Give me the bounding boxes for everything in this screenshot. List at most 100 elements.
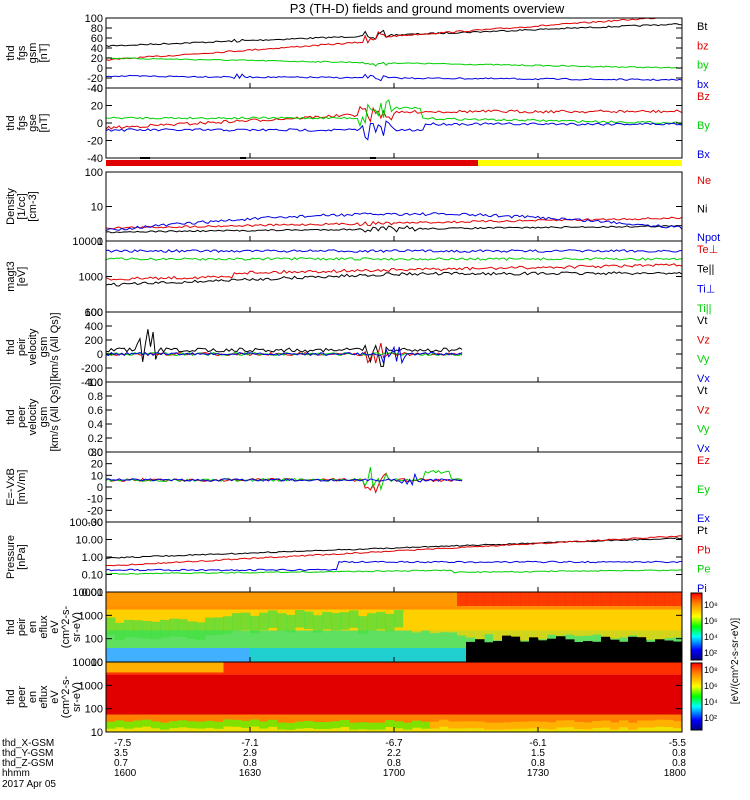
- heat-cell: [511, 619, 521, 638]
- y-tick-label: 0.10: [82, 570, 103, 582]
- y-label-line: [eV]: [16, 267, 28, 287]
- legend-Pb: Pb: [697, 544, 710, 556]
- colorbar-tick: 10⁶: [704, 616, 718, 626]
- heat-cell: [430, 648, 440, 662]
- y-tick-label: 100.00: [69, 517, 103, 529]
- heat-cell: [115, 648, 125, 662]
- xaxis-value: -6.7: [385, 738, 403, 749]
- legend-Ne: Ne: [697, 175, 711, 187]
- panel-frame: [105, 451, 683, 523]
- xaxis-row-name: thd_Z-GSM: [2, 758, 54, 769]
- heat-cell: [511, 721, 521, 729]
- heat-cell: [178, 592, 188, 606]
- panel-density: 100 10 1 Density [1/cc] [cm-3] Ne Ni Npot: [5, 167, 720, 248]
- heat-cell: [358, 592, 368, 606]
- y-tick-label: 40: [91, 83, 103, 95]
- y-tick-label: 0.6: [88, 405, 103, 417]
- heat-cell: [268, 610, 278, 628]
- colorbar-label: [eV/(cm^2-s-sr-eV)]: [730, 618, 741, 705]
- y-label-line: fgs: [16, 45, 28, 60]
- heat-cell: [448, 721, 458, 729]
- heat-cell: [358, 616, 368, 634]
- legend-bx: bx: [697, 79, 709, 91]
- y-label-line: eV: [49, 690, 61, 704]
- trace-Ex: [106, 472, 463, 487]
- xaxis-value: 1600: [114, 768, 137, 779]
- heat-cell: [277, 648, 287, 662]
- xaxis-value: 0.8: [243, 758, 257, 769]
- xaxis-value: -5.5: [669, 738, 687, 749]
- y-tick-label: 0.8: [88, 391, 103, 403]
- trace-Npot: [106, 212, 682, 232]
- y-axis-label: thd peer en eflux eV (cm^2-s-sr-eV): [5, 675, 83, 718]
- heat-cell: [610, 621, 620, 639]
- heat-cell: [142, 648, 152, 662]
- heat-cell: [592, 721, 602, 729]
- heat-cell: [367, 613, 377, 631]
- colorbar-peir: [690, 592, 703, 661]
- panel-frame: [105, 381, 683, 453]
- legend-Npot: Npot: [697, 232, 720, 244]
- y-tick-label: 1: [97, 236, 103, 248]
- heat-cell: [160, 648, 170, 662]
- heat-cell: [133, 662, 143, 673]
- heat-cell: [457, 617, 467, 636]
- heat-cell: [439, 719, 449, 727]
- heat-cell: [214, 617, 224, 635]
- legend-Vy: Vy: [697, 354, 710, 366]
- heat-cell: [340, 719, 350, 727]
- y-tick-label: -400: [81, 377, 103, 389]
- heat-cell: [160, 592, 170, 606]
- mode-bar-slow: [478, 160, 682, 166]
- heatmap-peir-eflux: [106, 592, 682, 662]
- xaxis-value: 2.9: [243, 748, 257, 759]
- heat-cell: [169, 618, 179, 637]
- heat-cell: [511, 592, 521, 606]
- heat-cell: [124, 592, 134, 606]
- heat-cell: [637, 720, 647, 728]
- heat-cell: [322, 592, 332, 606]
- trace-Vx: [106, 345, 463, 366]
- heat-cell: [502, 622, 512, 640]
- heat-cell: [673, 641, 682, 662]
- y-axis-label: thd fgs gse [nT]: [5, 114, 50, 133]
- y-label-line: magt3: [5, 261, 17, 292]
- heat-cell: [403, 722, 413, 730]
- y-label-line: en: [27, 621, 39, 633]
- heat-cell: [241, 612, 251, 631]
- y-label-line: [km/s (All Qs)]: [49, 312, 61, 381]
- heat-cell: [142, 719, 152, 727]
- y-axis-label: Density [1/cc] [cm-3]: [5, 188, 39, 225]
- y-tick-label: 10: [91, 470, 103, 482]
- heat-cell: [169, 648, 179, 662]
- heat-cell: [646, 720, 656, 728]
- heat-cell: [304, 721, 314, 729]
- heat-cell: [349, 648, 359, 662]
- xaxis-value: 0.7: [114, 758, 128, 769]
- y-tick-label: 60: [91, 33, 103, 45]
- heat-cell: [610, 722, 620, 730]
- trace-Pi: [106, 560, 682, 572]
- y-label-line: gsm: [38, 407, 50, 428]
- colorbar-tick: 10²: [704, 648, 717, 658]
- legend-Vz: Vz: [697, 404, 710, 416]
- heat-cell: [322, 611, 332, 630]
- legend-Ni: Ni: [697, 204, 707, 216]
- heat-cell: [124, 619, 134, 638]
- heat-cell: [259, 648, 269, 662]
- heat-cell: [196, 648, 206, 662]
- y-tick-label: 0.0: [88, 447, 103, 459]
- heat-cell: [295, 648, 305, 662]
- heat-cell: [421, 610, 431, 628]
- y-tick-label: 100: [85, 704, 103, 716]
- heat-cell: [250, 719, 260, 727]
- y-tick-label: 0.4: [88, 419, 103, 431]
- heat-cell: [115, 662, 125, 673]
- heat-cell: [385, 720, 395, 728]
- y-tick-label: 10: [91, 727, 103, 739]
- heat-cell: [520, 623, 530, 641]
- trace-bz: [106, 18, 668, 62]
- legend-Ey: Ey: [697, 484, 710, 496]
- y-tick-label: 10.00: [75, 535, 103, 547]
